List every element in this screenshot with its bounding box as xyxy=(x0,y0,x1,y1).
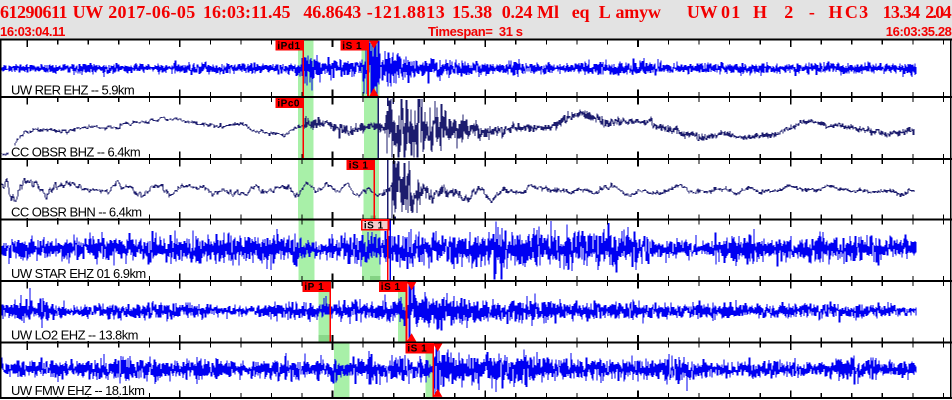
svg-text:iS 1: iS 1 xyxy=(342,41,362,52)
svg-text:UW STAR EHZ 01 6.9km: UW STAR EHZ 01 6.9km xyxy=(11,266,146,281)
svg-text:CC OBSR BHN -- 6.4km: CC OBSR BHN -- 6.4km xyxy=(11,205,142,220)
svg-text:UW FMW EHZ -- 18.1km: UW FMW EHZ -- 18.1km xyxy=(11,383,144,398)
svg-text:iPd1: iPd1 xyxy=(277,41,300,52)
svg-text:CC OBSR BHZ -- 6.4km: CC OBSR BHZ -- 6.4km xyxy=(11,144,140,159)
svg-text:UW RER EHZ -- 5.9km: UW RER EHZ -- 5.9km xyxy=(11,82,134,97)
svg-text:iS 1: iS 1 xyxy=(381,282,401,293)
svg-text:iS 1: iS 1 xyxy=(349,160,369,171)
svg-text:iPc0: iPc0 xyxy=(277,98,300,109)
svg-text:iS 1: iS 1 xyxy=(364,221,384,232)
svg-text:iP 1: iP 1 xyxy=(304,282,324,293)
svg-text:UW LO2 EHZ -- 13.8km: UW LO2 EHZ -- 13.8km xyxy=(11,328,138,343)
svg-text:iS 1: iS 1 xyxy=(407,344,427,355)
